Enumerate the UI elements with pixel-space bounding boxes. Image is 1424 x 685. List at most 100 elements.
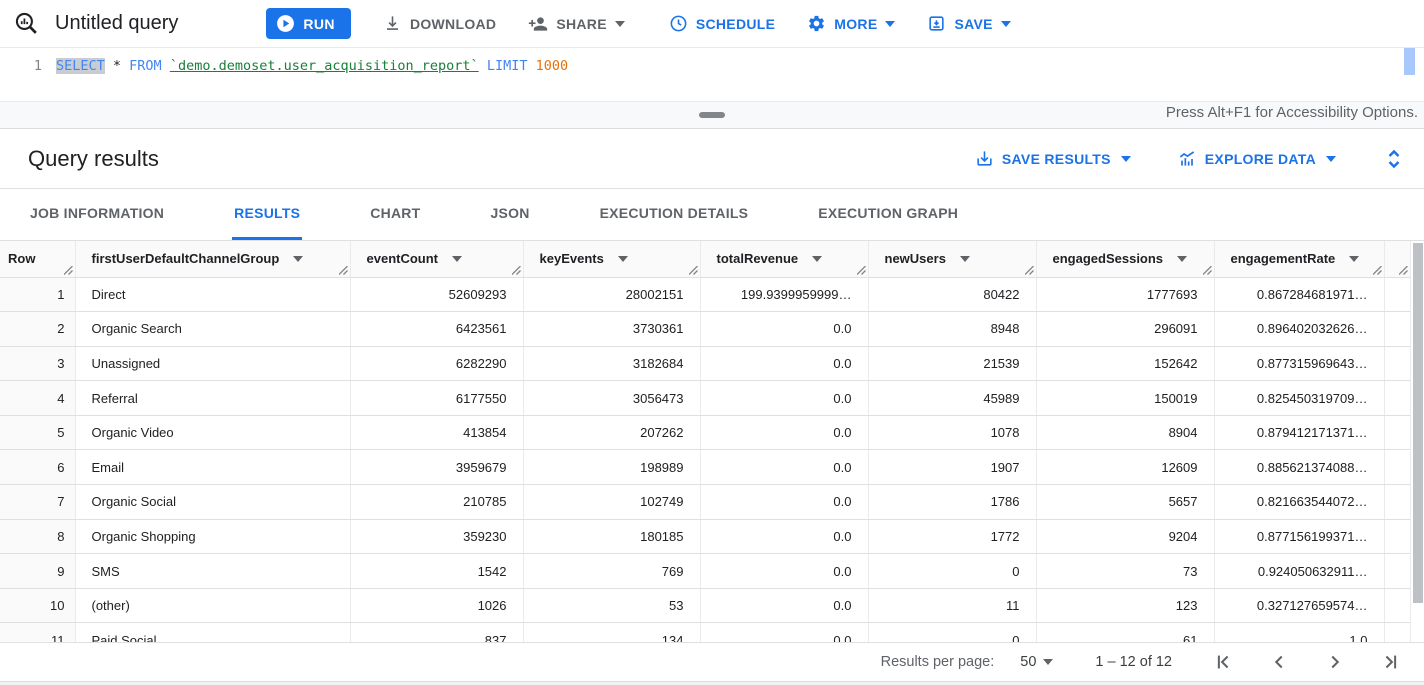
cell-eventCount: 6423561 <box>350 311 524 347</box>
sort-caret-icon[interactable] <box>452 256 462 263</box>
cell-eventCount: 52609293 <box>350 277 524 313</box>
column-resize-handle[interactable] <box>1202 265 1212 275</box>
tab-execution-graph[interactable]: EXECUTION GRAPH <box>816 189 960 240</box>
schedule-button[interactable]: SCHEDULE <box>669 14 775 33</box>
tab-chart[interactable]: CHART <box>368 189 422 240</box>
table-scrollbar-thumb[interactable] <box>1413 243 1423 603</box>
table-row: 8 Organic Shopping 359230 180185 0.0 1772 9204… <box>0 519 1410 555</box>
cell-engagedSessions: 123 <box>1036 588 1215 624</box>
cell-partial <box>1384 277 1410 313</box>
column-header-eventCount[interactable]: eventCount <box>350 241 524 278</box>
tab-job-information[interactable]: JOB INFORMATION <box>28 189 166 240</box>
table-row: 11 Paid Social 837 134 0.0 0 61 1.0 <box>0 622 1410 642</box>
table-scrollbar[interactable] <box>1410 241 1424 642</box>
sql-editor[interactable]: 1 SELECT * FROM `demo.demoset.user_acqui… <box>0 48 1424 101</box>
cell-keyEvents: 28002151 <box>523 277 701 313</box>
column-resize-handle[interactable] <box>1399 265 1408 275</box>
column-resize-handle[interactable] <box>688 265 698 275</box>
previous-page-button[interactable] <box>1268 651 1290 673</box>
cell-keyEvents: 134 <box>523 622 701 642</box>
person-add-icon <box>528 14 548 34</box>
save-results-button[interactable]: SAVE RESULTS <box>975 149 1131 168</box>
next-page-button[interactable] <box>1324 651 1346 673</box>
cell-engagedSessions: 150019 <box>1036 380 1215 416</box>
table-row: 5 Organic Video 413854 207262 0.0 1078 8904 0.8… <box>0 415 1410 451</box>
cell-partial <box>1384 588 1410 624</box>
run-button[interactable]: RUN <box>266 8 351 39</box>
sql-token <box>479 58 487 74</box>
cell-engagementRate: 1.0 <box>1214 622 1385 642</box>
row-number: 6 <box>0 449 76 486</box>
cell-keyEvents: 102749 <box>523 484 701 520</box>
cell-keyEvents: 3182684 <box>523 346 701 382</box>
table-row: 9 SMS 1542 769 0.0 0 73 0.924050632911… <box>0 553 1410 589</box>
table-body: 1 Direct 52609293 28002151 199.9399959999… 80… <box>0 277 1410 642</box>
column-resize-handle[interactable] <box>1372 265 1382 275</box>
page-size-dropdown[interactable]: 50 <box>1020 654 1054 670</box>
cell-totalRevenue: 0.0 <box>700 622 869 642</box>
first-page-button[interactable] <box>1212 651 1234 673</box>
cell-engagedSessions: 1777693 <box>1036 277 1215 313</box>
column-resize-handle[interactable] <box>856 265 866 275</box>
sort-caret-icon[interactable] <box>1177 256 1188 263</box>
tab-json[interactable]: JSON <box>488 189 531 240</box>
sort-caret-icon[interactable] <box>1349 256 1360 263</box>
column-header-engagementRate[interactable]: engagementRate <box>1214 241 1385 278</box>
clock-icon <box>669 14 688 33</box>
table-row: 10 (other) 1026 53 0.0 11 123 0.327127659574… <box>0 588 1410 624</box>
cell-partial <box>1384 553 1410 589</box>
download-icon <box>383 14 402 33</box>
cell-channel: Unassigned <box>75 346 351 382</box>
tab-execution-details[interactable]: EXECUTION DETAILS <box>598 189 751 240</box>
cell-engagementRate: 0.821663544072… <box>1214 484 1385 520</box>
save-button[interactable]: SAVE <box>927 14 1011 33</box>
sort-caret-icon[interactable] <box>959 256 970 263</box>
cell-keyEvents: 207262 <box>523 415 701 451</box>
cell-engagementRate: 0.877315969643… <box>1214 346 1385 382</box>
cell-eventCount: 1026 <box>350 588 524 624</box>
column-header-newUsers[interactable]: newUsers <box>868 241 1037 278</box>
row-number: 5 <box>0 415 76 451</box>
cell-newUsers: 1786 <box>868 484 1037 520</box>
column-header-engagedSessions[interactable]: engagedSessions <box>1036 241 1215 278</box>
tab-results[interactable]: RESULTS <box>232 189 303 240</box>
column-header-firstUserDefaultChannelGroup[interactable]: firstUserDefaultChannelGroup <box>75 241 351 278</box>
pagination-bar: Results per page: 50 1 – 12 of 12 <box>0 642 1424 681</box>
cell-totalRevenue: 0.0 <box>700 588 869 624</box>
cell-channel: Email <box>75 449 351 486</box>
cell-engagementRate: 0.879412171371… <box>1214 415 1385 451</box>
sql-token: SELECT <box>56 58 105 74</box>
cell-totalRevenue: 0.0 <box>700 519 869 555</box>
column-resize-handle[interactable] <box>511 265 521 275</box>
sort-caret-icon[interactable] <box>617 256 628 263</box>
column-resize-handle[interactable] <box>338 265 348 275</box>
column-resize-handle[interactable] <box>1024 265 1034 275</box>
share-button[interactable]: SHARE <box>528 14 625 34</box>
sort-caret-icon[interactable] <box>293 256 304 263</box>
sort-caret-icon[interactable] <box>812 256 823 263</box>
column-header-label: engagementRate <box>1230 251 1336 267</box>
explore-data-button[interactable]: EXPLORE DATA <box>1177 149 1336 169</box>
sql-token: 1000 <box>535 58 569 74</box>
cell-partial <box>1384 346 1410 382</box>
column-resize-handle[interactable] <box>63 265 73 275</box>
row-number: 3 <box>0 346 76 382</box>
chevron-down-icon <box>885 20 896 27</box>
query-title: Untitled query <box>55 12 179 34</box>
chart-icon <box>1177 149 1197 169</box>
sql-code[interactable]: SELECT * FROM `demo.demoset.user_acquisi… <box>56 48 568 101</box>
download-button[interactable]: DOWNLOAD <box>383 14 496 33</box>
cell-keyEvents: 769 <box>523 553 701 589</box>
cell-keyEvents: 3056473 <box>523 380 701 416</box>
explore-data-label: EXPLORE DATA <box>1204 150 1316 167</box>
splitter-drag-handle[interactable] <box>699 112 725 118</box>
editor-scrollbar-thumb[interactable] <box>1404 48 1415 75</box>
column-header-row: Row <box>0 241 76 278</box>
column-header-totalRevenue[interactable]: totalRevenue <box>700 241 869 278</box>
more-button[interactable]: MORE <box>807 14 896 33</box>
expand-collapse-icon[interactable] <box>1384 148 1404 170</box>
cell-totalRevenue: 0.0 <box>700 346 869 382</box>
gear-icon <box>807 14 826 33</box>
column-header-keyEvents[interactable]: keyEvents <box>523 241 701 278</box>
last-page-button[interactable] <box>1380 651 1402 673</box>
